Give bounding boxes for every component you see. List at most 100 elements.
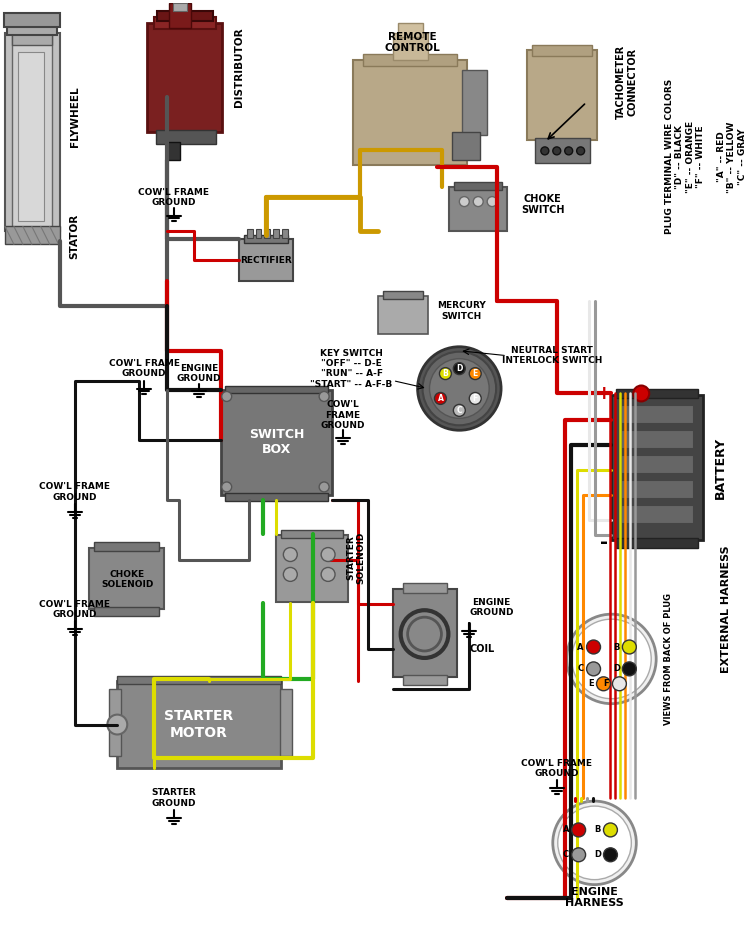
- Circle shape: [222, 391, 232, 402]
- Bar: [282, 230, 288, 238]
- Circle shape: [603, 823, 618, 837]
- Bar: [12, 28, 51, 46]
- Circle shape: [321, 547, 335, 561]
- Bar: [621, 504, 693, 523]
- Text: F: F: [604, 679, 609, 689]
- Bar: [4, 12, 60, 27]
- Bar: [378, 296, 427, 333]
- Bar: [5, 226, 60, 244]
- Text: RECTIFIER: RECTIFIER: [241, 256, 292, 265]
- Bar: [117, 681, 282, 769]
- Text: B: B: [442, 370, 448, 378]
- Bar: [220, 390, 332, 495]
- Bar: [276, 535, 348, 602]
- Bar: [282, 530, 343, 538]
- Text: A: A: [562, 826, 569, 834]
- Circle shape: [572, 619, 652, 698]
- Text: COW'L FRAME
GROUND: COW'L FRAME GROUND: [138, 188, 209, 207]
- Circle shape: [107, 714, 128, 734]
- Bar: [264, 230, 270, 238]
- Circle shape: [633, 386, 649, 402]
- Bar: [94, 607, 159, 617]
- Text: KEY SWITCH
"OFF" -- D-E
"RUN" -- A-F
"START" -- A-F-B: KEY SWITCH "OFF" -- D-E "RUN" -- A-F "ST…: [310, 349, 393, 389]
- Circle shape: [283, 567, 297, 581]
- Circle shape: [612, 676, 627, 691]
- Circle shape: [434, 392, 446, 405]
- Bar: [455, 181, 502, 190]
- Text: -: -: [600, 533, 609, 552]
- Bar: [616, 538, 698, 547]
- Bar: [383, 291, 423, 299]
- Text: COW'L FRAME
GROUND: COW'L FRAME GROUND: [39, 599, 110, 618]
- Text: ENGINE
HARNESS: ENGINE HARNESS: [565, 886, 624, 908]
- Bar: [109, 689, 122, 756]
- Text: DISTRIBUTOR: DISTRIBUTOR: [233, 28, 244, 107]
- Circle shape: [622, 640, 636, 654]
- Text: MERCURY
SWITCH: MERCURY SWITCH: [437, 301, 486, 321]
- Text: COW'L FRAME
GROUND: COW'L FRAME GROUND: [109, 359, 180, 378]
- Text: A: A: [437, 394, 443, 403]
- Bar: [247, 230, 252, 238]
- Text: E: E: [587, 679, 593, 689]
- Bar: [166, 142, 180, 160]
- Bar: [449, 187, 507, 232]
- Text: PLUG TERMINAL WIRE COLORS
"D" -- BLACK
"E" -- ORANGE
"F" -- WHITE

"A" -- RED
"B: PLUG TERMINAL WIRE COLORS "D" -- BLACK "…: [665, 79, 747, 235]
- Circle shape: [558, 807, 631, 880]
- Bar: [527, 50, 596, 140]
- Circle shape: [418, 347, 501, 430]
- Bar: [147, 23, 222, 132]
- Text: BATTERY: BATTERY: [714, 437, 727, 499]
- Bar: [255, 230, 261, 238]
- Text: C: C: [578, 664, 584, 674]
- Circle shape: [587, 662, 600, 675]
- Text: NEUTRAL START
INTERLOCK SWITCH: NEUTRAL START INTERLOCK SWITCH: [502, 346, 602, 366]
- Text: A: A: [578, 642, 584, 652]
- Text: STATOR: STATOR: [69, 214, 79, 259]
- Bar: [173, 3, 187, 10]
- Bar: [621, 406, 693, 424]
- Circle shape: [603, 847, 618, 862]
- Text: C: C: [562, 850, 569, 860]
- Text: CHOKE
SWITCH: CHOKE SWITCH: [521, 194, 565, 216]
- Bar: [462, 70, 487, 135]
- Bar: [363, 54, 458, 66]
- Circle shape: [470, 392, 481, 405]
- Bar: [225, 493, 328, 501]
- Text: +: +: [596, 384, 613, 403]
- Bar: [353, 61, 467, 164]
- Circle shape: [622, 662, 636, 675]
- Text: FLYWHEEL: FLYWHEEL: [69, 86, 79, 147]
- Text: SWITCH
BOX: SWITCH BOX: [248, 428, 304, 456]
- Circle shape: [587, 640, 600, 654]
- Text: STARTER
SOLENOID: STARTER SOLENOID: [347, 531, 365, 583]
- Circle shape: [453, 363, 465, 374]
- Circle shape: [567, 615, 656, 704]
- Text: COW'L FRAME
GROUND: COW'L FRAME GROUND: [39, 483, 110, 502]
- Text: D: D: [613, 664, 620, 674]
- Circle shape: [459, 197, 470, 206]
- Circle shape: [473, 197, 483, 206]
- Circle shape: [596, 676, 611, 691]
- Bar: [612, 395, 703, 540]
- Text: EXTERNAL HARNESS: EXTERNAL HARNESS: [721, 545, 731, 673]
- Bar: [7, 23, 57, 34]
- Circle shape: [319, 482, 329, 492]
- Text: B: B: [613, 642, 620, 652]
- Circle shape: [222, 482, 232, 492]
- Text: TACHOMETER
CONNECTOR: TACHOMETER CONNECTOR: [615, 46, 637, 120]
- Bar: [393, 32, 427, 61]
- Circle shape: [423, 352, 496, 426]
- Bar: [398, 23, 423, 36]
- Circle shape: [487, 197, 497, 206]
- Circle shape: [553, 147, 561, 155]
- Circle shape: [577, 147, 584, 155]
- Text: D: D: [594, 850, 601, 860]
- Bar: [621, 480, 693, 498]
- Circle shape: [565, 147, 573, 155]
- Text: D: D: [456, 364, 463, 373]
- Bar: [616, 389, 698, 398]
- Text: CHOKE
SOLENOID: CHOKE SOLENOID: [101, 570, 153, 589]
- Text: ENGINE
GROUND: ENGINE GROUND: [470, 598, 513, 617]
- Text: VIEWS FROM BACK OF PLUG: VIEWS FROM BACK OF PLUG: [664, 593, 673, 725]
- Bar: [94, 542, 159, 551]
